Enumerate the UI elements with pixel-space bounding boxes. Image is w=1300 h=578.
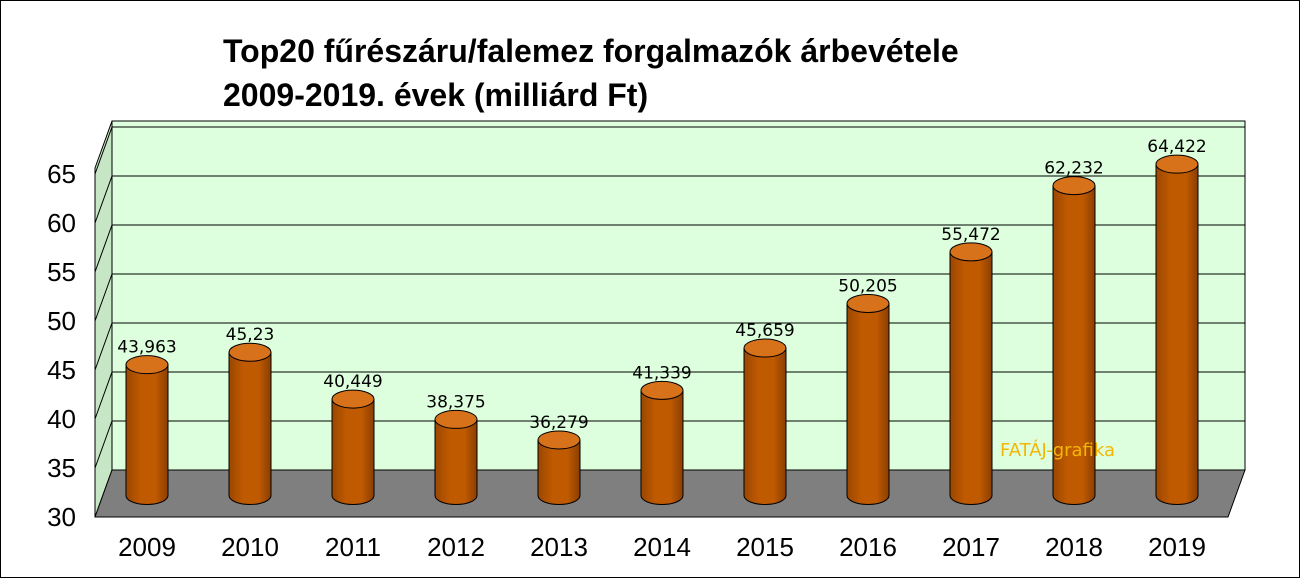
bar [1155, 154, 1199, 505]
chart-title: Top20 fűrészáru/falemez forgalmazók árbe… [223, 29, 959, 117]
y-tick-label: 55 [47, 257, 76, 287]
bar-body [228, 351, 272, 505]
x-tick-label: 2018 [1045, 532, 1103, 562]
bar-top [846, 293, 890, 313]
data-label: 38,375 [426, 392, 485, 412]
bar-top [537, 430, 581, 450]
data-label: 64,422 [1147, 137, 1206, 157]
bar-body [125, 364, 169, 505]
bar-top [743, 338, 787, 358]
data-label: 43,963 [117, 338, 176, 358]
gridline [94, 175, 1245, 224]
bar-top [1052, 176, 1096, 196]
x-axis: 2009 2010 2011 2012 2013 2014 2015 2016 2017 2018… [118, 532, 1206, 562]
x-tick-label: 2014 [633, 532, 691, 562]
bar-body [1052, 185, 1096, 505]
y-tick-label: 35 [47, 453, 76, 483]
bar [1052, 176, 1096, 505]
gridline [94, 273, 1245, 322]
bar-top [1155, 154, 1199, 174]
bar-top [434, 409, 478, 429]
bar [743, 338, 787, 505]
bar-body [743, 347, 787, 505]
y-tick-label: 60 [47, 208, 76, 238]
credit-annotation: FATÁJ-grafika [1000, 439, 1115, 461]
x-tick-label: 2010 [221, 532, 279, 562]
y-tick-label: 50 [47, 306, 76, 336]
bar-top [640, 380, 684, 400]
chart-title-line-1: Top20 fűrészáru/falemez forgalmazók árbe… [223, 33, 959, 69]
bar-top [949, 242, 993, 262]
data-labels: 43,963 45,23 40,449 38,375 36,279 41,339 45,65… [117, 137, 1206, 433]
x-tick-label: 2019 [1148, 532, 1206, 562]
data-label: 41,339 [632, 363, 691, 383]
x-tick-label: 2016 [839, 532, 897, 562]
bar-body [640, 389, 684, 505]
bar [537, 430, 581, 505]
bar [949, 242, 993, 505]
bar-body [331, 398, 375, 505]
bar-top [228, 342, 272, 362]
gridline [94, 126, 1245, 175]
x-tick-label: 2011 [325, 532, 381, 562]
bar-body [1155, 163, 1199, 505]
data-label: 55,472 [941, 225, 1000, 245]
bar [125, 355, 169, 505]
data-label: 62,232 [1044, 159, 1103, 179]
bar-top [331, 389, 375, 409]
bar [228, 342, 272, 505]
data-label: 50,205 [838, 276, 897, 296]
data-label: 45,659 [735, 321, 794, 341]
bar [846, 293, 890, 505]
x-tick-label: 2017 [942, 532, 1000, 562]
x-tick-label: 2013 [530, 532, 588, 562]
gridline [94, 224, 1245, 273]
bar-top [125, 355, 169, 375]
y-tick-label: 30 [47, 502, 76, 532]
y-tick-label: 45 [47, 355, 76, 385]
x-tick-label: 2009 [118, 532, 176, 562]
y-axis: 30 35 40 45 50 55 60 65 [47, 159, 76, 532]
x-tick-label: 2015 [736, 532, 794, 562]
y-tick-label: 40 [47, 404, 76, 434]
bar [640, 380, 684, 505]
side-wall [94, 120, 113, 518]
bar-body [846, 302, 890, 505]
x-tick-label: 2012 [427, 532, 485, 562]
bar-body [949, 251, 993, 505]
chart-title-line-2: 2009-2019. évek (milliárd Ft) [223, 77, 649, 113]
data-label: 40,449 [323, 372, 382, 392]
bar-body [434, 418, 478, 505]
bar [434, 409, 478, 505]
y-tick-label: 65 [47, 159, 76, 189]
data-label: 36,279 [529, 413, 588, 433]
bar [331, 389, 375, 505]
bar-body [537, 439, 581, 505]
data-label: 45,23 [226, 325, 275, 345]
bars [125, 154, 1199, 505]
